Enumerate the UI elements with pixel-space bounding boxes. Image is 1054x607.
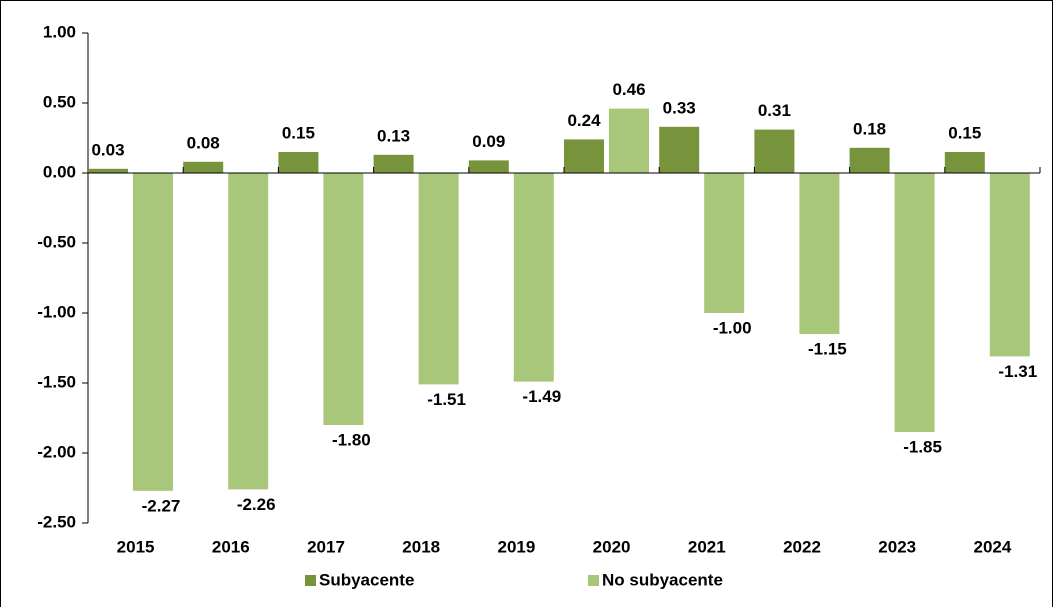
bar [323,173,364,425]
data-label: -1.31 [998,362,1037,381]
data-label: -2.27 [142,496,181,515]
bar [373,154,414,173]
data-label: 0.15 [282,123,315,142]
bar [418,173,459,385]
data-label: 0.33 [663,98,696,117]
x-tick-label: 2020 [593,537,631,556]
legend-swatch [305,575,316,586]
bar [513,173,554,382]
data-label: 0.13 [377,126,410,145]
legend-swatch [588,575,599,586]
y-tick-label: -1.00 [37,302,76,321]
data-label: -2.26 [237,495,276,514]
y-tick-label: 0.00 [43,162,76,181]
y-tick-label: -0.50 [37,232,76,251]
bar [894,173,935,432]
x-tick-label: 2024 [973,537,1011,556]
data-label: 0.03 [91,140,124,159]
y-tick-label: 0.50 [43,92,76,111]
bar [704,173,745,313]
y-tick-label: -2.50 [37,512,76,531]
bar [609,108,649,173]
y-tick-label: -2.00 [37,442,76,461]
bar [659,126,700,173]
bar [88,168,128,173]
x-tick-label: 2022 [783,537,821,556]
bar [183,161,224,173]
data-label: -1.15 [808,339,847,358]
bar [849,147,890,173]
data-label: -1.00 [713,318,752,337]
data-label: 0.15 [948,123,981,142]
bar [468,160,509,173]
data-label: -1.85 [903,437,942,456]
data-label: 0.24 [567,111,601,130]
bar [754,129,795,173]
data-label: 0.08 [187,133,220,152]
legend-label: Subyacente [319,570,414,589]
x-tick-label: 2017 [307,537,345,556]
x-tick-label: 2019 [497,537,535,556]
bar [228,173,269,490]
x-tick-label: 2021 [688,537,726,556]
x-tick-label: 2023 [878,537,916,556]
data-label: 0.31 [758,101,791,120]
data-label: 0.09 [472,132,505,151]
data-label: -1.80 [332,430,371,449]
data-label: 0.46 [612,80,645,99]
bar [133,173,173,491]
data-label: 0.18 [853,119,886,138]
data-label: -1.51 [427,390,466,409]
legend-label: No subyacente [602,570,723,589]
bar [278,152,319,173]
x-tick-label: 2015 [117,537,155,556]
x-tick-label: 2018 [402,537,440,556]
bar [944,152,985,173]
y-tick-label: 1.00 [43,22,76,41]
data-label: -1.49 [522,387,561,406]
bar [564,139,604,173]
y-tick-label: -1.50 [37,372,76,391]
x-tick-label: 2016 [212,537,250,556]
bar [989,173,1030,357]
bar [799,173,840,334]
